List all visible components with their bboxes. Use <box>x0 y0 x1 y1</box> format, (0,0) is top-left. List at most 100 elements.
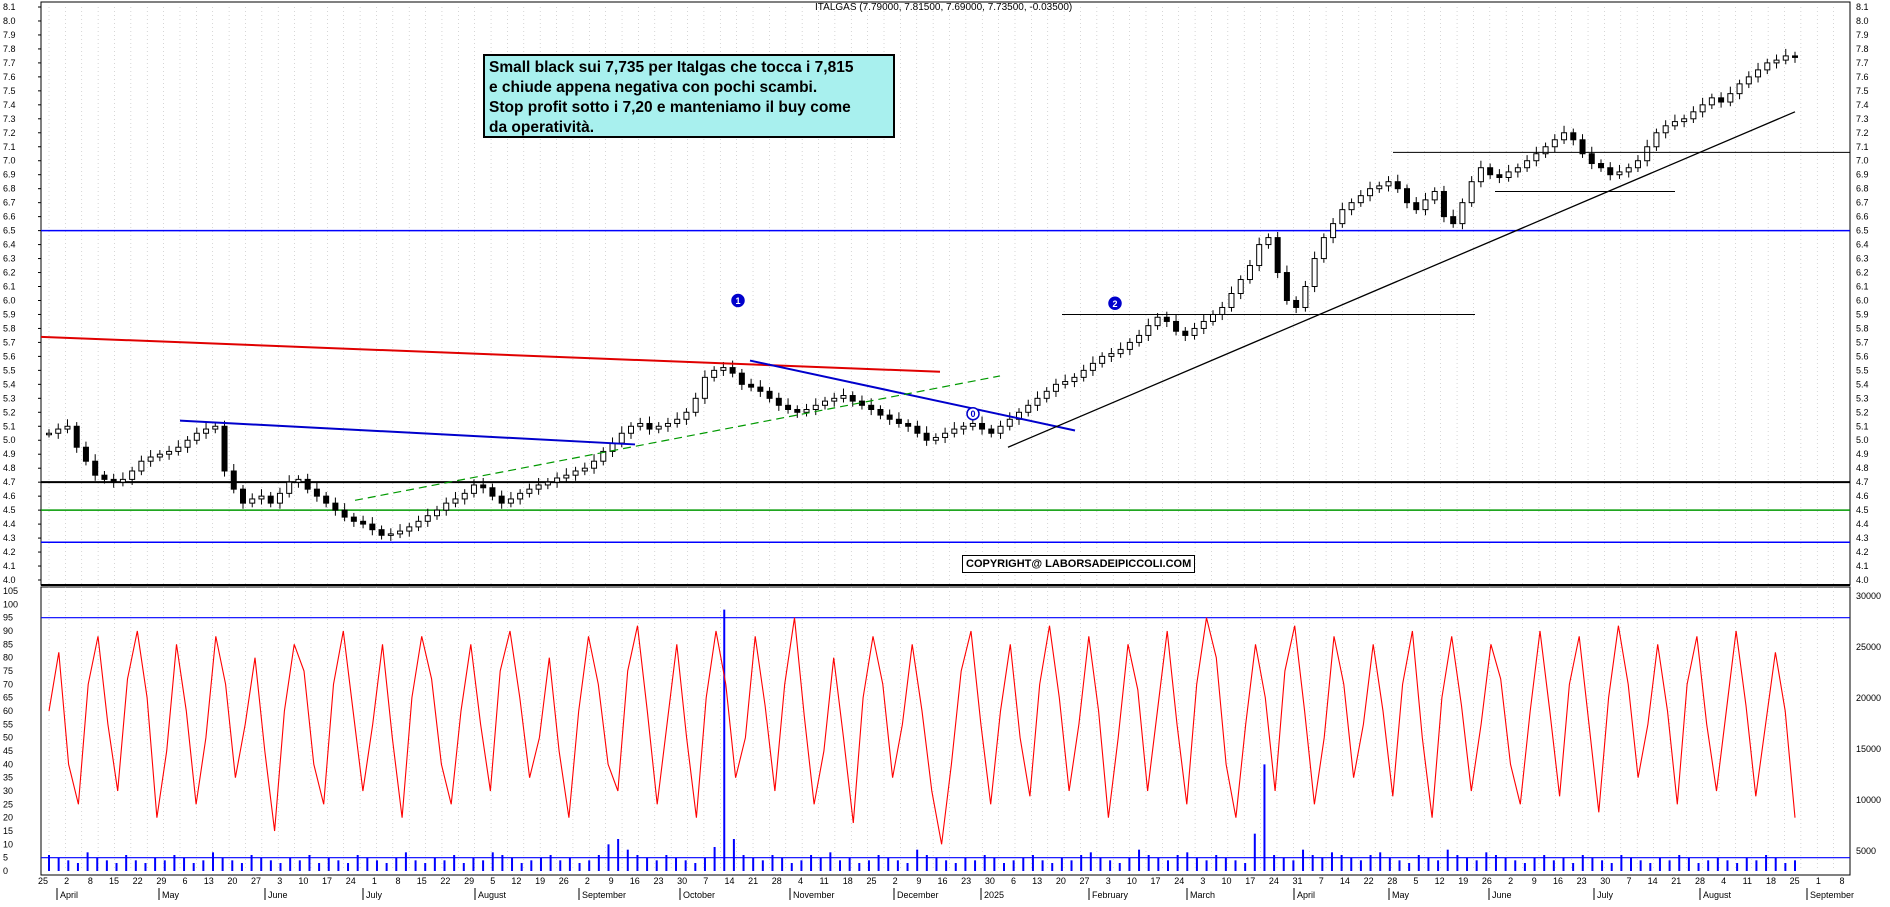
copyright-label: COPYRIGHT@ LABORSADEIPICCOLI.COM <box>962 555 1196 573</box>
candle-body <box>1173 320 1180 332</box>
x-day-label: 12 <box>1435 876 1445 886</box>
candle-body <box>1422 199 1429 211</box>
candle-body <box>674 418 681 424</box>
candle-body <box>332 502 339 511</box>
oscillator-line <box>48 617 1796 845</box>
candle-body <box>1736 83 1743 95</box>
osc-tick-left: 55 <box>3 719 13 729</box>
wave-label-text: 1 <box>735 296 740 306</box>
candle-body <box>1727 93 1734 103</box>
x-day-label: 18 <box>843 876 853 886</box>
candle-body <box>1311 258 1318 288</box>
candle-body <box>461 492 468 500</box>
candle-body <box>175 446 182 452</box>
osc-tick-left: 60 <box>3 706 13 716</box>
candle-body <box>64 425 71 430</box>
candle-body <box>1108 353 1115 357</box>
osc-tick-left: 0 <box>3 866 8 876</box>
osc-tick-left: 65 <box>3 693 13 703</box>
candle-body <box>138 460 145 472</box>
candle-body <box>1080 369 1087 378</box>
candle-body <box>655 425 662 430</box>
x-day-label: 23 <box>961 876 971 886</box>
y-tick-right: 8.0 <box>1856 16 1869 26</box>
candle-body <box>1293 299 1300 308</box>
candle-body <box>415 520 422 528</box>
y-tick-left: 7.4 <box>3 100 16 110</box>
y-tick-right: 7.1 <box>1856 142 1869 152</box>
x-day-label: 18 <box>1766 876 1776 886</box>
candle-body <box>1671 121 1678 127</box>
y-tick-left: 7.0 <box>3 156 16 166</box>
x-day-label: 16 <box>630 876 640 886</box>
y-tick-right: 4.3 <box>1856 533 1869 543</box>
osc-tick-left: 80 <box>3 653 13 663</box>
x-day-label: 26 <box>559 876 569 886</box>
y-tick-left: 4.4 <box>3 519 16 529</box>
volume-tick-right: 30000 <box>1856 591 1881 601</box>
candle-body <box>1561 132 1568 141</box>
candle-body <box>1385 181 1392 187</box>
candle-body <box>203 428 210 434</box>
x-day-label: 7 <box>1626 876 1631 886</box>
x-day-label: 31 <box>1293 876 1303 886</box>
y-tick-right: 6.1 <box>1856 282 1869 292</box>
x-day-label: 28 <box>1695 876 1705 886</box>
y-tick-left: 4.5 <box>3 505 16 515</box>
y-tick-left: 6.1 <box>3 282 16 292</box>
candle-body <box>1052 383 1059 392</box>
x-day-label: 4 <box>1721 876 1726 886</box>
oscillator-panel-frame <box>40 586 1851 876</box>
y-tick-left: 6.3 <box>3 254 16 264</box>
candle-body <box>775 397 782 406</box>
x-day-label: 20 <box>1056 876 1066 886</box>
candle-body <box>960 425 967 430</box>
y-tick-right: 7.9 <box>1856 30 1869 40</box>
candle-body <box>683 411 690 420</box>
candle-body <box>276 492 283 504</box>
x-day-label: 9 <box>1532 876 1537 886</box>
candle-body <box>720 367 727 371</box>
x-day-label: 19 <box>535 876 545 886</box>
candle-body <box>1570 132 1577 141</box>
x-day-label: 1 <box>1816 876 1821 886</box>
candle-body <box>895 418 902 424</box>
candle-body <box>1182 330 1189 336</box>
y-tick-right: 4.8 <box>1856 463 1869 473</box>
candle-body <box>304 478 311 490</box>
x-month-label: July <box>366 890 383 900</box>
wave-label-circle <box>1108 296 1122 311</box>
y-tick-right: 4.1 <box>1856 561 1869 571</box>
x-day-label: 30 <box>1600 876 1610 886</box>
y-tick-left: 4.1 <box>3 561 16 571</box>
y-tick-left: 5.7 <box>3 337 16 347</box>
candle-body <box>1755 69 1762 78</box>
x-day-label: 27 <box>251 876 261 886</box>
y-tick-right: 6.8 <box>1856 184 1869 194</box>
candle-body <box>1718 97 1725 103</box>
candle-body <box>55 428 62 434</box>
osc-tick-left: 40 <box>3 759 13 769</box>
x-month-label: May <box>162 890 180 900</box>
wave-label-circle <box>966 406 980 421</box>
candle-body <box>979 422 986 430</box>
candle-body <box>581 467 588 472</box>
y-tick-right: 4.7 <box>1856 477 1869 487</box>
candle-body <box>230 470 237 490</box>
x-day-label: 8 <box>1839 876 1844 886</box>
candle-body <box>535 484 542 490</box>
candle-body <box>886 414 893 420</box>
candle-body <box>1477 167 1484 183</box>
x-day-label: 25 <box>1790 876 1800 886</box>
x-month-label: August <box>478 890 507 900</box>
x-day-label: 21 <box>1671 876 1681 886</box>
osc-tick-left: 95 <box>3 613 13 623</box>
osc-tick-left: 35 <box>3 773 13 783</box>
x-day-label: 10 <box>1127 876 1137 886</box>
candle-body <box>1062 381 1069 385</box>
y-tick-right: 5.5 <box>1856 365 1869 375</box>
osc-tick-left: 100 <box>3 599 18 609</box>
candle-body <box>1117 348 1124 355</box>
candle-body <box>1006 418 1013 427</box>
candle-body <box>193 432 200 441</box>
